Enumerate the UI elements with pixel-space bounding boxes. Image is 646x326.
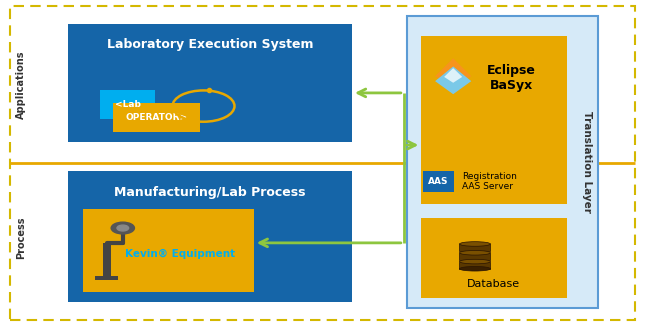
Text: Eclipse
BaSyx: Eclipse BaSyx — [487, 64, 536, 92]
Polygon shape — [435, 67, 472, 94]
Polygon shape — [444, 68, 463, 83]
FancyBboxPatch shape — [407, 16, 598, 308]
Ellipse shape — [459, 259, 490, 264]
Text: AAS: AAS — [428, 177, 449, 186]
FancyBboxPatch shape — [68, 24, 352, 142]
Text: Process: Process — [16, 217, 26, 259]
FancyBboxPatch shape — [459, 253, 490, 260]
Circle shape — [111, 222, 134, 234]
FancyBboxPatch shape — [421, 218, 567, 298]
Ellipse shape — [459, 266, 490, 271]
FancyBboxPatch shape — [68, 171, 352, 302]
FancyBboxPatch shape — [83, 209, 254, 292]
Text: Registration
AAS Server: Registration AAS Server — [462, 172, 517, 191]
FancyBboxPatch shape — [103, 243, 110, 276]
Text: Manufacturing/Lab Process: Manufacturing/Lab Process — [114, 186, 306, 199]
FancyBboxPatch shape — [95, 276, 118, 280]
Text: <Lab: <Lab — [114, 100, 141, 109]
Ellipse shape — [459, 242, 490, 246]
FancyBboxPatch shape — [113, 103, 200, 132]
FancyBboxPatch shape — [421, 36, 567, 204]
FancyBboxPatch shape — [423, 171, 454, 192]
Text: Applications: Applications — [16, 51, 26, 119]
Text: Database: Database — [467, 279, 521, 289]
FancyBboxPatch shape — [100, 90, 155, 119]
Text: OPERATOR>: OPERATOR> — [125, 113, 188, 122]
Polygon shape — [435, 58, 472, 86]
Circle shape — [117, 225, 129, 231]
FancyBboxPatch shape — [459, 244, 490, 251]
Text: Kevin® Equipment: Kevin® Equipment — [125, 249, 235, 259]
Ellipse shape — [459, 250, 490, 255]
Text: Translation Layer: Translation Layer — [582, 111, 592, 213]
FancyBboxPatch shape — [459, 261, 490, 269]
Text: Laboratory Execution System: Laboratory Execution System — [107, 37, 313, 51]
